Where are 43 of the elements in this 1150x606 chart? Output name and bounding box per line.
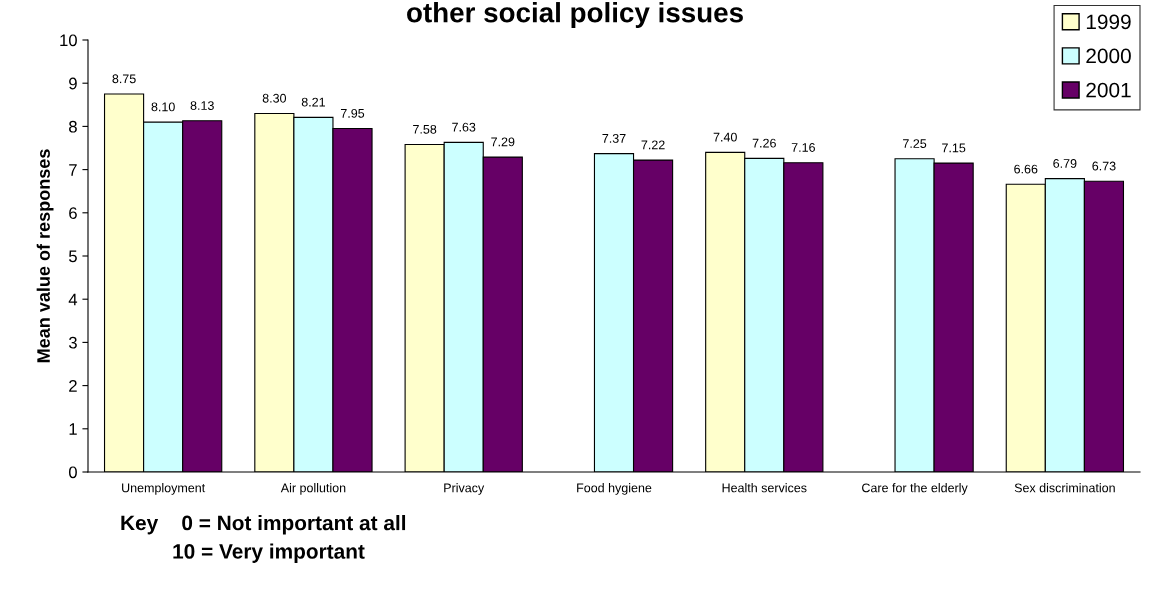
data-label: 6.73 bbox=[1092, 161, 1116, 171]
data-label: 7.63 bbox=[452, 122, 476, 132]
y-axis-title: Mean value of responses bbox=[36, 149, 54, 363]
y-tick-label: 8 bbox=[69, 120, 77, 133]
x-tick-label: Air pollution bbox=[280, 483, 346, 495]
y-tick-label: 9 bbox=[69, 77, 77, 90]
legend-label: 2000 bbox=[1086, 48, 1131, 64]
data-label: 8.21 bbox=[301, 97, 325, 107]
y-tick-label: 4 bbox=[68, 293, 78, 306]
data-label: 7.40 bbox=[713, 132, 737, 142]
x-tick-label: Health services bbox=[722, 483, 807, 493]
data-label: 7.95 bbox=[340, 108, 365, 118]
y-tick-label: 0 bbox=[68, 466, 77, 479]
data-label: 6.66 bbox=[1014, 164, 1038, 174]
x-tick-label: Sex discrimination bbox=[1014, 483, 1115, 493]
y-tick-label: 6 bbox=[69, 207, 77, 219]
y-tick-label: 2 bbox=[69, 380, 77, 392]
data-label: 8.13 bbox=[190, 101, 214, 110]
data-label: 7.15 bbox=[942, 143, 966, 153]
x-tick-label: Care for the elderly bbox=[862, 483, 968, 495]
data-label: 6.79 bbox=[1053, 159, 1077, 168]
data-label: 8.10 bbox=[151, 102, 175, 112]
data-label: 7.37 bbox=[602, 133, 626, 143]
text: Key 0 = Not important at all 10 = Very important bbox=[121, 515, 406, 563]
legend-label: 2001 bbox=[1086, 82, 1131, 98]
data-label: 8.75 bbox=[112, 74, 136, 84]
data-label: 7.22 bbox=[641, 140, 665, 150]
x-tick-label: Food hygiene bbox=[577, 483, 652, 495]
x-tick-label: Unemployment bbox=[122, 483, 206, 495]
chart-title: other social policy issues bbox=[407, 2, 743, 28]
y-tick-label: 7 bbox=[69, 164, 77, 176]
legend-label: 1999 bbox=[1086, 14, 1131, 30]
x-tick-label: Privacy bbox=[444, 483, 485, 495]
data-label: 7.58 bbox=[413, 124, 437, 134]
data-label: 7.16 bbox=[791, 143, 815, 152]
data-label: 8.30 bbox=[262, 93, 287, 103]
y-tick-label: 1 bbox=[69, 423, 77, 435]
y-tick-label: 5 bbox=[68, 250, 77, 263]
y-tick-label: 3 bbox=[68, 336, 77, 349]
data-label: 7.25 bbox=[903, 139, 927, 148]
y-tick-label: 10 bbox=[60, 34, 77, 47]
data-label: 7.29 bbox=[491, 137, 515, 147]
data-label: 7.26 bbox=[752, 138, 776, 148]
